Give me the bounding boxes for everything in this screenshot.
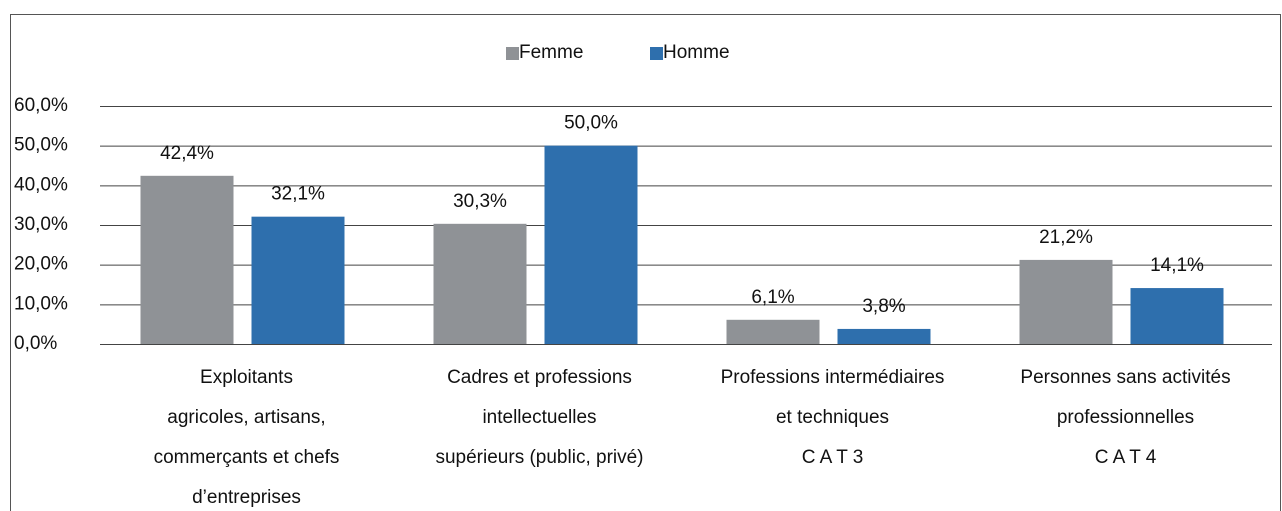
bar — [433, 223, 527, 344]
bar — [726, 319, 820, 344]
x-tick-label: d’entreprises — [192, 487, 301, 508]
y-tick-label: 30,0% — [14, 214, 68, 235]
bar — [140, 175, 234, 344]
value-label: 42,4% — [160, 143, 214, 164]
x-tick-label: Exploitants — [200, 367, 293, 388]
legend-label: Homme — [663, 42, 730, 63]
bar — [1130, 288, 1224, 344]
x-tick-label: Personnes sans activités — [1020, 367, 1230, 388]
x-tick-label: supérieurs (public, privé) — [435, 447, 643, 468]
legend-swatch — [650, 47, 663, 60]
bar — [544, 145, 638, 344]
value-label: 3,8% — [862, 296, 905, 317]
x-tick-label: agricoles, artisans, — [167, 407, 325, 428]
y-tick-label: 50,0% — [14, 135, 68, 156]
x-tick-label: et techniques — [776, 407, 889, 428]
bar — [837, 328, 931, 344]
x-tick-label: Cadres et professions — [447, 367, 632, 388]
x-tick-label: C A T 3 — [802, 447, 864, 468]
value-label: 32,1% — [271, 184, 325, 205]
legend-label: Femme — [519, 42, 583, 63]
x-tick-label: C A T 4 — [1095, 447, 1157, 468]
y-tick-label: 0,0% — [14, 333, 57, 354]
value-label: 50,0% — [564, 113, 618, 134]
bar — [251, 216, 345, 344]
x-tick-label: commerçants et chefs — [154, 447, 340, 468]
y-tick-label: 20,0% — [14, 254, 68, 275]
x-tick-label: professionnelles — [1057, 407, 1194, 428]
value-label: 21,2% — [1039, 227, 1093, 248]
x-tick-label: intellectuelles — [482, 407, 596, 428]
value-label: 30,3% — [453, 191, 507, 212]
y-tick-label: 60,0% — [14, 95, 68, 116]
value-label: 6,1% — [751, 287, 794, 308]
x-tick-label: Professions intermédiaires — [721, 367, 945, 388]
chart-border — [10, 14, 1281, 511]
y-tick-label: 40,0% — [14, 174, 68, 195]
value-label: 14,1% — [1150, 255, 1204, 276]
legend-swatch — [506, 47, 519, 60]
y-tick-label: 10,0% — [14, 293, 68, 314]
bar — [1019, 259, 1113, 344]
